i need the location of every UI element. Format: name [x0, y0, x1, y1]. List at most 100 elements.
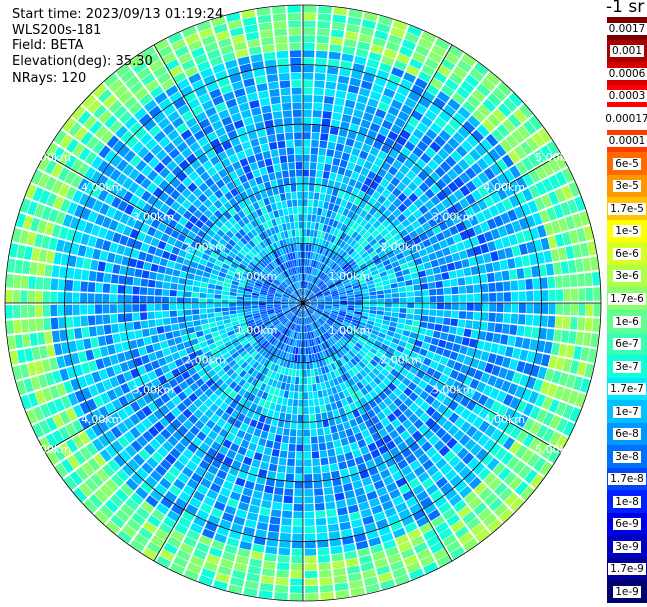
range-gate-cell	[373, 455, 384, 466]
range-gate-cell	[575, 392, 586, 408]
range-gate-cell	[373, 258, 382, 266]
range-gate-cell	[383, 289, 392, 294]
range-gate-cell	[434, 166, 446, 178]
range-gate-cell	[431, 410, 442, 422]
range-gate-cell	[241, 9, 256, 19]
range-gate-cell	[149, 271, 158, 280]
range-gate-cell	[287, 13, 301, 21]
range-gate-cell	[231, 320, 240, 326]
range-gate-cell	[391, 67, 405, 78]
range-gate-cell	[496, 187, 508, 201]
range-gate-cell	[330, 545, 343, 555]
range-gate-cell	[332, 299, 340, 302]
range-gate-cell	[419, 412, 430, 423]
range-gate-cell	[419, 390, 430, 401]
range-gate-cell	[266, 393, 274, 402]
range-gate-cell	[235, 269, 244, 276]
range-gate-cell	[444, 51, 460, 65]
range-gate-cell	[314, 253, 319, 261]
range-gate-cell	[291, 307, 297, 312]
range-gate-cell	[340, 121, 350, 130]
range-gate-cell	[420, 283, 429, 290]
range-gate-cell	[245, 188, 254, 197]
range-gate-cell	[266, 165, 275, 174]
range-gate-cell	[83, 338, 92, 350]
range-gate-cell	[264, 59, 277, 68]
range-gate-cell	[337, 166, 346, 176]
range-gate-cell	[272, 242, 279, 250]
range-gate-cell	[456, 447, 469, 460]
range-gate-cell	[354, 456, 365, 466]
range-gate-cell	[304, 474, 313, 482]
range-gate-cell	[240, 276, 249, 282]
range-gate-cell	[277, 275, 283, 282]
range-gate-cell	[209, 183, 219, 193]
range-gate-cell	[264, 181, 272, 190]
range-gate-cell	[459, 230, 469, 241]
colorbar-tick-label: 0.00017	[603, 112, 647, 125]
range-gate-cell	[347, 360, 355, 369]
range-gate-cell	[80, 131, 94, 146]
range-gate-cell	[363, 343, 372, 351]
range-gate-cell	[461, 53, 477, 67]
range-gate-cell	[195, 466, 207, 477]
range-gate-cell	[449, 225, 459, 236]
range-gate-cell	[304, 317, 307, 325]
range-gate-cell	[191, 372, 201, 382]
range-gate-cell	[120, 130, 134, 144]
range-gate-cell	[267, 470, 277, 480]
range-gate-cell	[288, 300, 296, 303]
range-gate-cell	[279, 284, 286, 290]
range-gate-cell	[143, 234, 153, 245]
range-gate-cell	[331, 29, 345, 38]
range-gate-cell	[283, 230, 289, 239]
range-gate-cell	[336, 376, 344, 384]
range-gate-cell	[384, 172, 394, 182]
range-gate-cell	[273, 280, 280, 286]
range-gate-cell	[149, 438, 161, 451]
range-gate-cell	[374, 233, 384, 242]
range-gate-cell	[405, 496, 419, 508]
range-gate-cell	[593, 287, 601, 301]
colorbar-tick-label: 1e-6	[613, 315, 641, 328]
range-gate-cell	[88, 384, 99, 397]
range-gate-cell	[359, 219, 368, 228]
range-gate-cell	[366, 320, 375, 326]
range-gate-cell	[231, 351, 240, 359]
range-gate-cell	[332, 409, 340, 418]
range-gate-cell	[284, 246, 290, 254]
range-gate-cell	[241, 109, 252, 119]
range-gate-cell	[291, 80, 302, 88]
range-gate-cell	[232, 324, 241, 330]
range-gate-cell	[111, 440, 124, 453]
range-gate-cell	[282, 295, 290, 299]
range-gate-cell	[496, 173, 509, 187]
range-gate-cell	[357, 259, 365, 267]
range-gate-cell	[226, 181, 236, 191]
range-gate-cell	[297, 289, 301, 297]
range-gate-cell	[93, 453, 107, 467]
range-gate-cell	[453, 189, 465, 201]
range-gate-cell	[314, 495, 324, 504]
range-gate-cell	[533, 378, 544, 392]
range-gate-cell	[435, 202, 446, 213]
range-gate-cell	[297, 354, 301, 362]
range-gate-cell	[309, 339, 313, 347]
range-gate-cell	[282, 262, 288, 270]
range-gate-cell	[296, 169, 303, 177]
range-gate-cell	[163, 274, 172, 283]
range-gate-cell	[487, 322, 496, 332]
range-gate-cell	[262, 44, 275, 53]
range-gate-cell	[213, 352, 222, 360]
range-gate-cell	[223, 211, 233, 220]
range-gate-cell	[108, 99, 123, 114]
range-gate-cell	[176, 297, 184, 303]
range-gate-cell	[479, 321, 488, 331]
range-gate-cell	[148, 157, 160, 169]
range-gate-cell	[523, 266, 532, 279]
range-gate-cell	[281, 200, 288, 209]
range-gate-cell	[273, 320, 280, 327]
range-gate-cell	[330, 289, 338, 294]
range-gate-cell	[399, 46, 414, 58]
range-gate-cell	[229, 295, 237, 300]
